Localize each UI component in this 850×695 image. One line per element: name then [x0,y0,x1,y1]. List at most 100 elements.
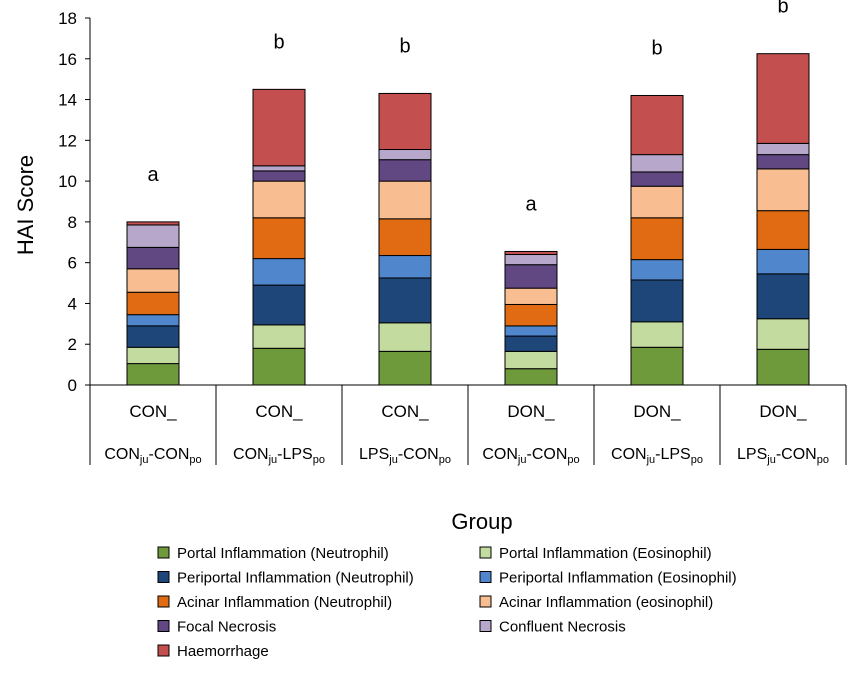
bar-segment [378,149,432,161]
bar-segment [378,159,432,182]
category-label-top: CON_ [129,402,177,421]
legend-swatch [479,595,492,608]
legend-label: Periportal Inflammation (Neutrophil) [177,570,414,587]
bar-segment [252,170,306,182]
category-label-top: DON_ [633,402,681,421]
bar-segment [756,210,810,250]
legend-label: Portal Inflammation (Neutrophil) [177,545,389,562]
bar-segment [756,142,810,156]
bar-segment [504,287,558,305]
bar-segment [252,88,306,167]
bar-segment [630,279,684,323]
legend-swatch [479,571,492,583]
bar-segment [630,154,684,173]
bar-segment [126,224,180,248]
legend-swatch [157,595,170,608]
legend-swatch [157,571,170,583]
bar-segment [756,348,810,386]
bar-segment [504,303,558,327]
legend-swatch [157,644,170,657]
bar-segment [504,368,558,386]
legend-label: Confluent Necrosis [499,619,626,636]
significance-letter: b [651,37,662,59]
bar-segment [252,258,306,286]
category-label-bottom: CONju-LPSpo [611,446,703,466]
y-tick-label: 4 [68,294,77,313]
legend-label: Acinar Inflammation (eosinophil) [499,594,713,611]
bar-segment [126,268,180,293]
significance-letter: b [399,35,410,57]
bar-segment [630,217,684,261]
category-label-bottom: LPSju-CONpo [359,446,451,466]
category-label-bottom: CONju-CONpo [482,446,579,466]
bar-segment [126,291,180,316]
bar-segment [378,350,432,386]
legend-swatch [479,546,492,559]
bar-segment [756,248,810,275]
bar-segment [126,346,180,365]
bar-segment [252,165,306,172]
bar-segment [504,335,558,352]
bar-segment [126,314,180,327]
legend-swatch [479,620,492,632]
bar-segment [756,154,810,170]
bar-segment [378,322,432,352]
bar-segment [252,217,306,260]
bar-segment [504,264,558,289]
bar-segment [126,221,180,226]
y-tick-label: 6 [68,254,77,273]
bar-segment [504,350,558,370]
legend-label: Periportal Inflammation (Eosinophil) [499,570,737,587]
legend-label: Haemorrhage [177,643,269,660]
bar-segment [378,180,432,220]
x-axis-title: Group [451,509,512,534]
bar-segment [756,318,810,350]
legend-swatch [157,620,170,632]
bar-segment [126,246,180,270]
bar-segment [630,321,684,348]
category-label-top: CON_ [255,402,303,421]
bar-segment [126,363,180,386]
category-label-bottom: CONju-CONpo [104,446,201,466]
bar-segment [252,180,306,219]
legend-swatch [157,546,170,559]
bar-segment [756,273,810,320]
significance-letter: a [147,164,159,186]
bar-segment [378,92,432,151]
bar-segment [504,254,558,266]
bar-segment [756,168,810,212]
bar-segment [504,325,558,337]
y-tick-label: 8 [68,213,77,232]
bar-segment [504,250,558,256]
bar-segment [378,218,432,257]
y-tick-label: 2 [68,335,77,354]
significance-letter: b [777,0,788,18]
bar-segment [630,185,684,219]
category-label-top: DON_ [507,402,555,421]
y-tick-label: 10 [58,172,77,191]
bar-segment [378,255,432,279]
bar-segment [378,277,432,324]
category-label-bottom: CONju-LPSpo [233,446,325,466]
legend-label: Portal Inflammation (Eosinophil) [499,545,712,562]
bar-segment [630,346,684,386]
bar-segment [126,325,180,348]
y-tick-label: 12 [58,131,77,150]
plot-area: 0 2 4 6 8 10 12 14 16 18 a CON_ CONju-CONpo b CON_ CONj… [58,0,847,466]
significance-letter: b [273,31,284,53]
bar-segment [252,284,306,326]
y-tick-label: 14 [58,91,77,110]
significance-letter: a [525,193,537,215]
y-tick-label: 16 [58,50,77,69]
legend-label: Acinar Inflammation (Neutrophil) [177,594,392,611]
y-axis-title: HAI Score [13,155,38,255]
legend: Portal Inflammation (Neutrophil) Portal I… [157,545,737,660]
category-label-top: DON_ [759,402,807,421]
category-label-top: CON_ [381,402,429,421]
y-tick-label: 0 [68,376,77,395]
bar-segment [756,53,810,144]
bar-segment [630,94,684,156]
category-label-bottom: LPSju-CONpo [737,446,829,466]
legend-label: Focal Necrosis [177,619,276,636]
